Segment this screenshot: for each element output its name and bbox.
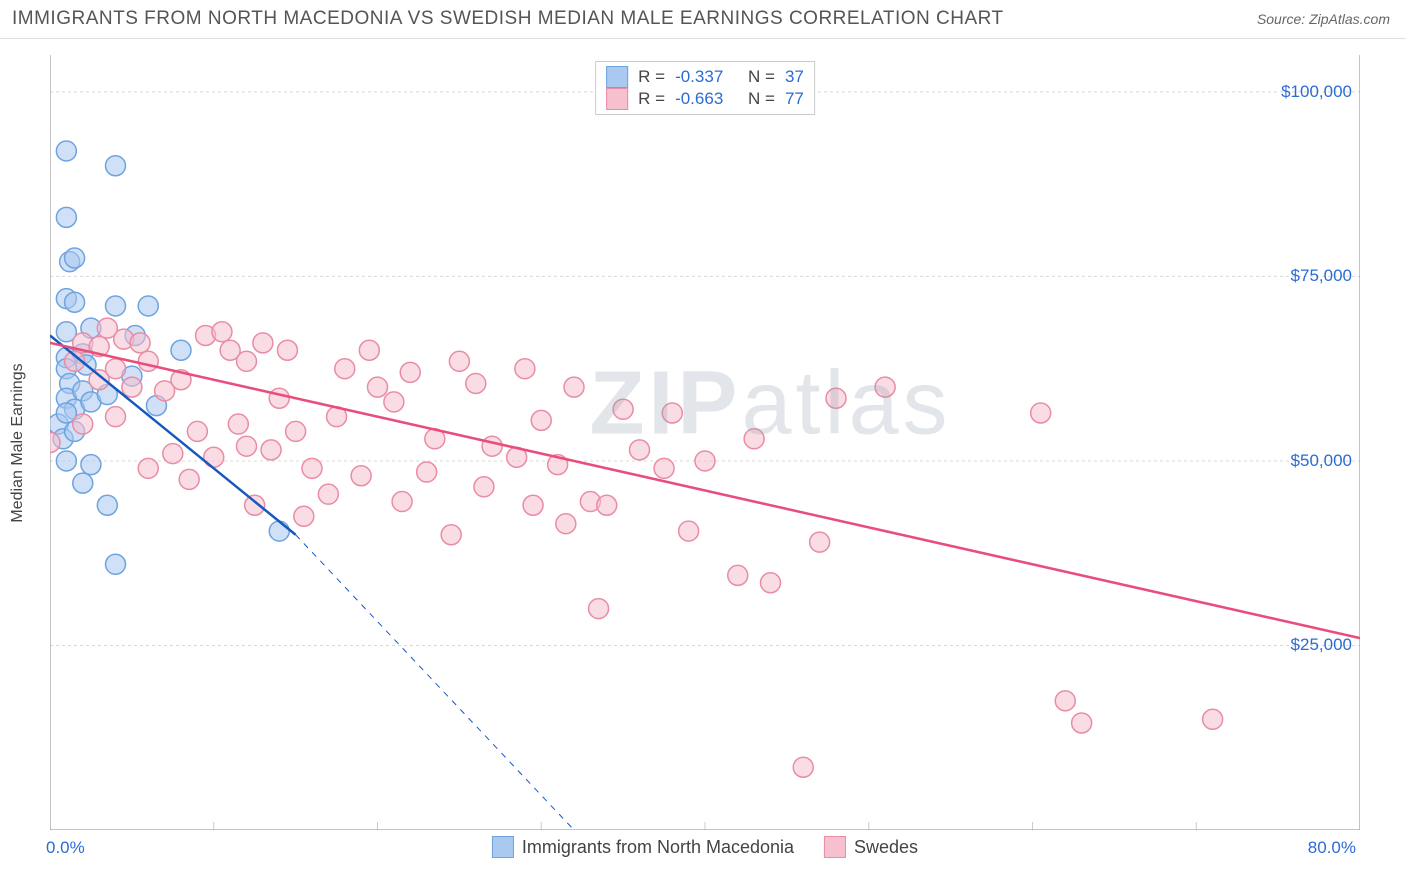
swatch-swedes xyxy=(606,88,628,110)
x-tick-end: 80.0% xyxy=(1308,838,1356,858)
header: IMMIGRANTS FROM NORTH MACEDONIA VS SWEDI… xyxy=(0,0,1406,39)
legend-item-swedes: Swedes xyxy=(824,836,918,858)
r-value-swedes: -0.663 xyxy=(675,89,723,109)
y-tick-label: $100,000 xyxy=(1281,82,1352,102)
legend-label-macedonia: Immigrants from North Macedonia xyxy=(522,837,794,858)
x-tick-start: 0.0% xyxy=(46,838,85,858)
legend-label-swedes: Swedes xyxy=(854,837,918,858)
y-tick-label: $25,000 xyxy=(1291,635,1352,655)
legend-row-macedonia: R = -0.337 N = 37 xyxy=(606,66,804,88)
swatch-swedes-icon xyxy=(824,836,846,858)
y-tick-label: $50,000 xyxy=(1291,451,1352,471)
source-label: Source: ZipAtlas.com xyxy=(1257,11,1390,27)
legend-correlation: R = -0.337 N = 37 R = -0.663 N = 77 xyxy=(595,61,815,115)
r-value-macedonia: -0.337 xyxy=(675,67,723,87)
swatch-macedonia-icon xyxy=(492,836,514,858)
swatch-macedonia xyxy=(606,66,628,88)
y-axis-label: Median Male Earnings xyxy=(9,363,27,522)
legend-row-swedes: R = -0.663 N = 77 xyxy=(606,88,804,110)
y-tick-label: $75,000 xyxy=(1291,266,1352,286)
legend-series: Immigrants from North Macedonia Swedes xyxy=(492,836,918,858)
n-value-swedes: 77 xyxy=(785,89,804,109)
n-value-macedonia: 37 xyxy=(785,67,804,87)
chart-area: Median Male Earnings ZIPatlas R = -0.337… xyxy=(50,55,1360,830)
legend-item-macedonia: Immigrants from North Macedonia xyxy=(492,836,794,858)
scatter-plot xyxy=(50,55,1360,830)
chart-title: IMMIGRANTS FROM NORTH MACEDONIA VS SWEDI… xyxy=(12,8,1004,30)
